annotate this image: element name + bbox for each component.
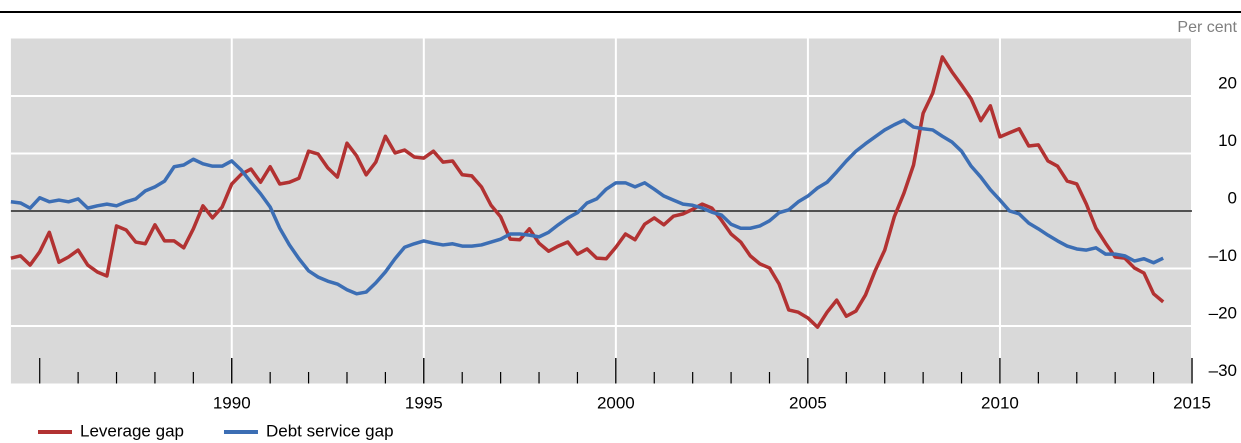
y-tick-label: –10	[1209, 246, 1237, 265]
y-unit-label: Per cent	[1177, 19, 1237, 36]
x-tick-label: 1990	[213, 393, 251, 412]
y-tick-label: 10	[1218, 131, 1237, 150]
legend-label: Debt service gap	[266, 421, 394, 440]
y-tick-label: –30	[1209, 361, 1237, 380]
y-tick-label: –20	[1209, 303, 1237, 322]
x-tick-label: 2015	[1173, 393, 1211, 412]
y-tick-label: 20	[1218, 73, 1237, 92]
x-tick-label: 2000	[597, 393, 635, 412]
y-tick-label: 0	[1228, 188, 1237, 207]
legend-label: Leverage gap	[80, 421, 184, 440]
x-tick-label: 1995	[405, 393, 443, 412]
series-line	[10, 55, 1165, 329]
x-tick-label: 2010	[981, 393, 1019, 412]
series-line	[10, 118, 1164, 296]
x-tick-label: 2005	[789, 393, 827, 412]
